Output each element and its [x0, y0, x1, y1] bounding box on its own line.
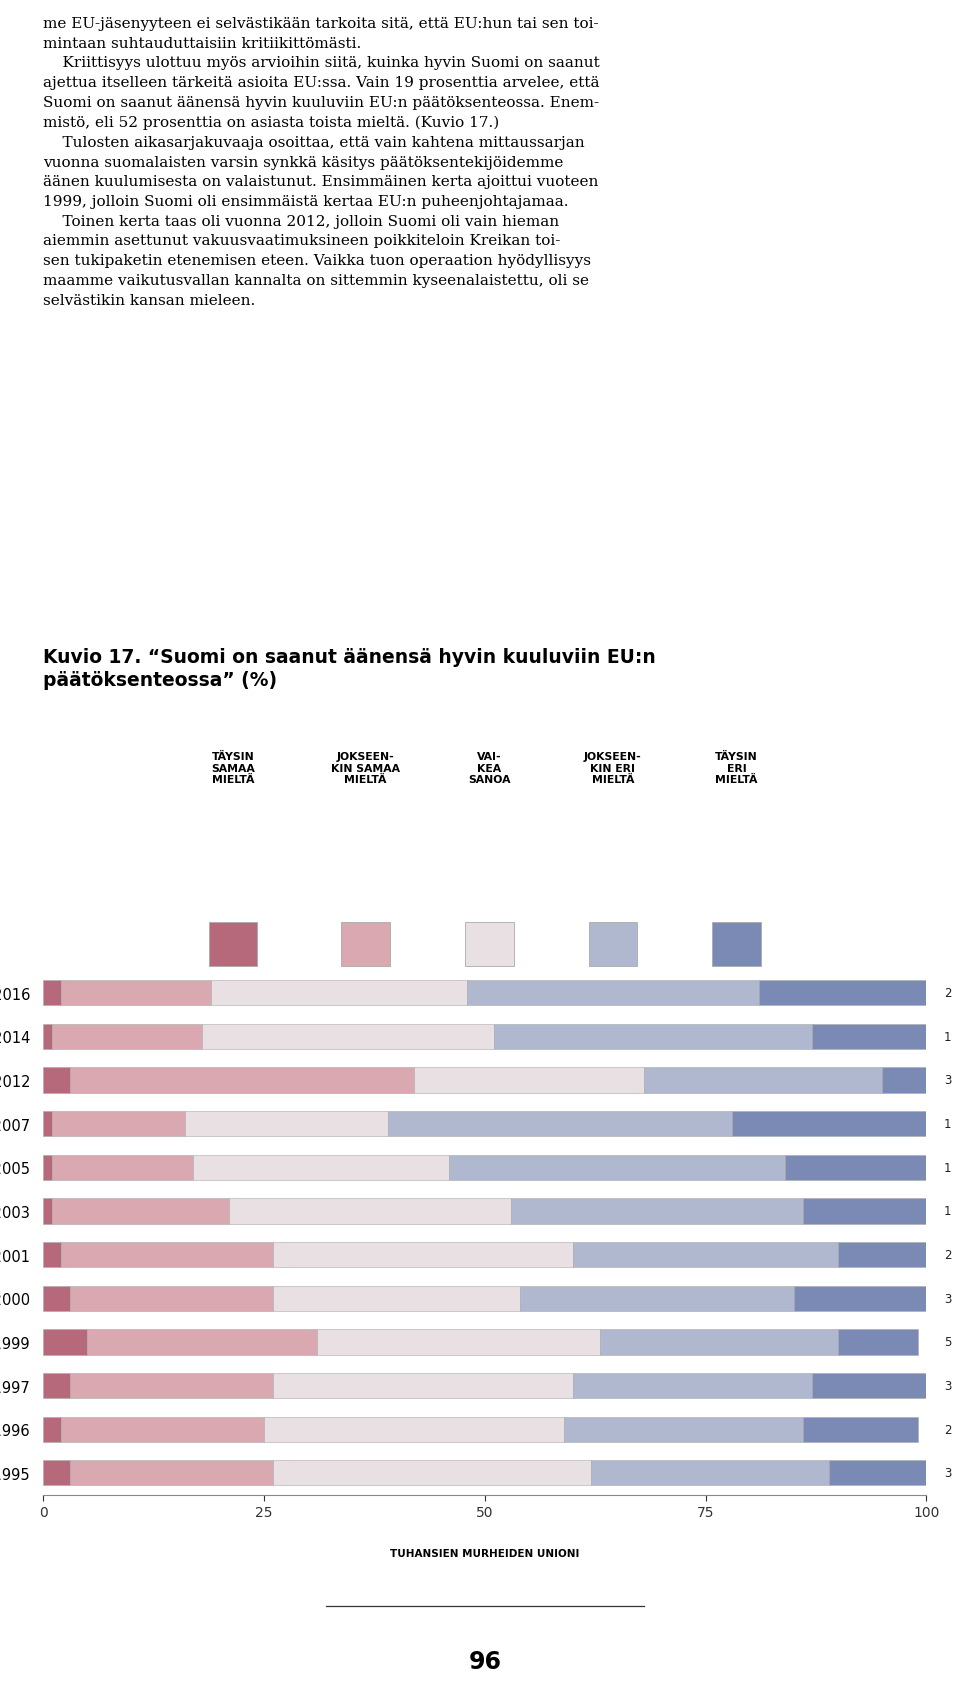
Bar — [829, 1461, 926, 1486]
Bar — [794, 1285, 926, 1311]
Bar — [811, 1024, 926, 1049]
Text: me EU-jäsenyyteen ei selvästikään tarkoita sitä, että EU:hun tai sen toi-
mintaa: me EU-jäsenyyteen ei selvästikään tarkoi… — [43, 17, 600, 307]
Text: JOKSEEN-
KIN SAMAA
MIELTÄ: JOKSEEN- KIN SAMAA MIELTÄ — [331, 752, 400, 785]
Bar — [449, 1155, 785, 1181]
FancyBboxPatch shape — [588, 922, 637, 966]
Text: 3: 3 — [944, 1380, 951, 1392]
Bar — [43, 1024, 52, 1049]
Text: TÄYSIN
ERI
MIELTÄ: TÄYSIN ERI MIELTÄ — [715, 752, 757, 785]
Bar — [43, 980, 60, 1005]
Bar — [70, 1461, 273, 1486]
Bar — [43, 1329, 87, 1355]
FancyBboxPatch shape — [342, 922, 390, 966]
Bar — [52, 1155, 193, 1181]
Bar — [838, 1329, 918, 1355]
Text: TÄYSIN
SAMAA
MIELTÄ: TÄYSIN SAMAA MIELTÄ — [211, 752, 255, 785]
Text: 3: 3 — [944, 1292, 951, 1306]
Text: 1: 1 — [944, 1204, 951, 1218]
Bar — [211, 980, 468, 1005]
Bar — [273, 1461, 590, 1486]
Bar — [43, 1461, 70, 1486]
Bar — [273, 1373, 573, 1398]
Bar — [228, 1199, 512, 1225]
Bar — [87, 1329, 317, 1355]
Text: 3: 3 — [944, 1466, 951, 1480]
Text: TUHANSIEN MURHEIDEN UNIONI: TUHANSIEN MURHEIDEN UNIONI — [390, 1547, 580, 1557]
Bar — [785, 1155, 926, 1181]
Bar — [414, 1067, 644, 1093]
Text: 1: 1 — [944, 1160, 951, 1174]
Text: 1: 1 — [944, 1118, 951, 1130]
Bar — [70, 1285, 273, 1311]
Text: 5: 5 — [944, 1336, 951, 1348]
Bar — [43, 1373, 70, 1398]
FancyBboxPatch shape — [712, 922, 761, 966]
Bar — [811, 1373, 926, 1398]
Bar — [264, 1417, 564, 1442]
Bar — [193, 1155, 449, 1181]
Text: 2: 2 — [944, 986, 951, 1000]
Text: 3: 3 — [944, 1074, 951, 1086]
Bar — [644, 1067, 882, 1093]
Bar — [882, 1067, 926, 1093]
Text: 1: 1 — [944, 1030, 951, 1044]
Text: VAI-
KEA
SANOA: VAI- KEA SANOA — [468, 752, 511, 785]
Bar — [43, 1241, 60, 1267]
FancyBboxPatch shape — [209, 922, 257, 966]
Text: 2: 2 — [944, 1422, 951, 1436]
Bar — [273, 1241, 573, 1267]
Bar — [43, 1199, 52, 1225]
Bar — [43, 1285, 70, 1311]
Bar — [70, 1373, 273, 1398]
Bar — [52, 1111, 184, 1137]
Bar — [803, 1199, 926, 1225]
Text: 2: 2 — [944, 1248, 951, 1262]
Bar — [60, 980, 211, 1005]
Bar — [70, 1067, 414, 1093]
Bar — [317, 1329, 600, 1355]
Bar — [60, 1241, 273, 1267]
Text: JOKSEEN-
KIN ERI
MIELTÄ: JOKSEEN- KIN ERI MIELTÄ — [584, 752, 641, 785]
Text: 96: 96 — [468, 1648, 501, 1672]
Bar — [512, 1199, 803, 1225]
Bar — [573, 1241, 838, 1267]
Bar — [600, 1329, 838, 1355]
Bar — [43, 1155, 52, 1181]
Bar — [388, 1111, 732, 1137]
Bar — [52, 1024, 203, 1049]
Bar — [468, 980, 758, 1005]
Bar — [60, 1417, 264, 1442]
Bar — [43, 1417, 60, 1442]
Bar — [573, 1373, 811, 1398]
FancyBboxPatch shape — [465, 922, 514, 966]
Bar — [758, 980, 926, 1005]
Bar — [564, 1417, 803, 1442]
Bar — [203, 1024, 493, 1049]
Bar — [52, 1199, 228, 1225]
Bar — [520, 1285, 794, 1311]
Bar — [273, 1285, 520, 1311]
Bar — [838, 1241, 935, 1267]
Bar — [493, 1024, 811, 1049]
Bar — [43, 1067, 70, 1093]
Bar — [43, 1111, 52, 1137]
Text: Kuvio 17. “Suomi on saanut äänensä hyvin kuuluviin EU:n
päätöksenteossa” (%): Kuvio 17. “Suomi on saanut äänensä hyvin… — [43, 647, 656, 689]
Bar — [732, 1111, 926, 1137]
Bar — [803, 1417, 918, 1442]
Bar — [184, 1111, 388, 1137]
Bar — [590, 1461, 829, 1486]
